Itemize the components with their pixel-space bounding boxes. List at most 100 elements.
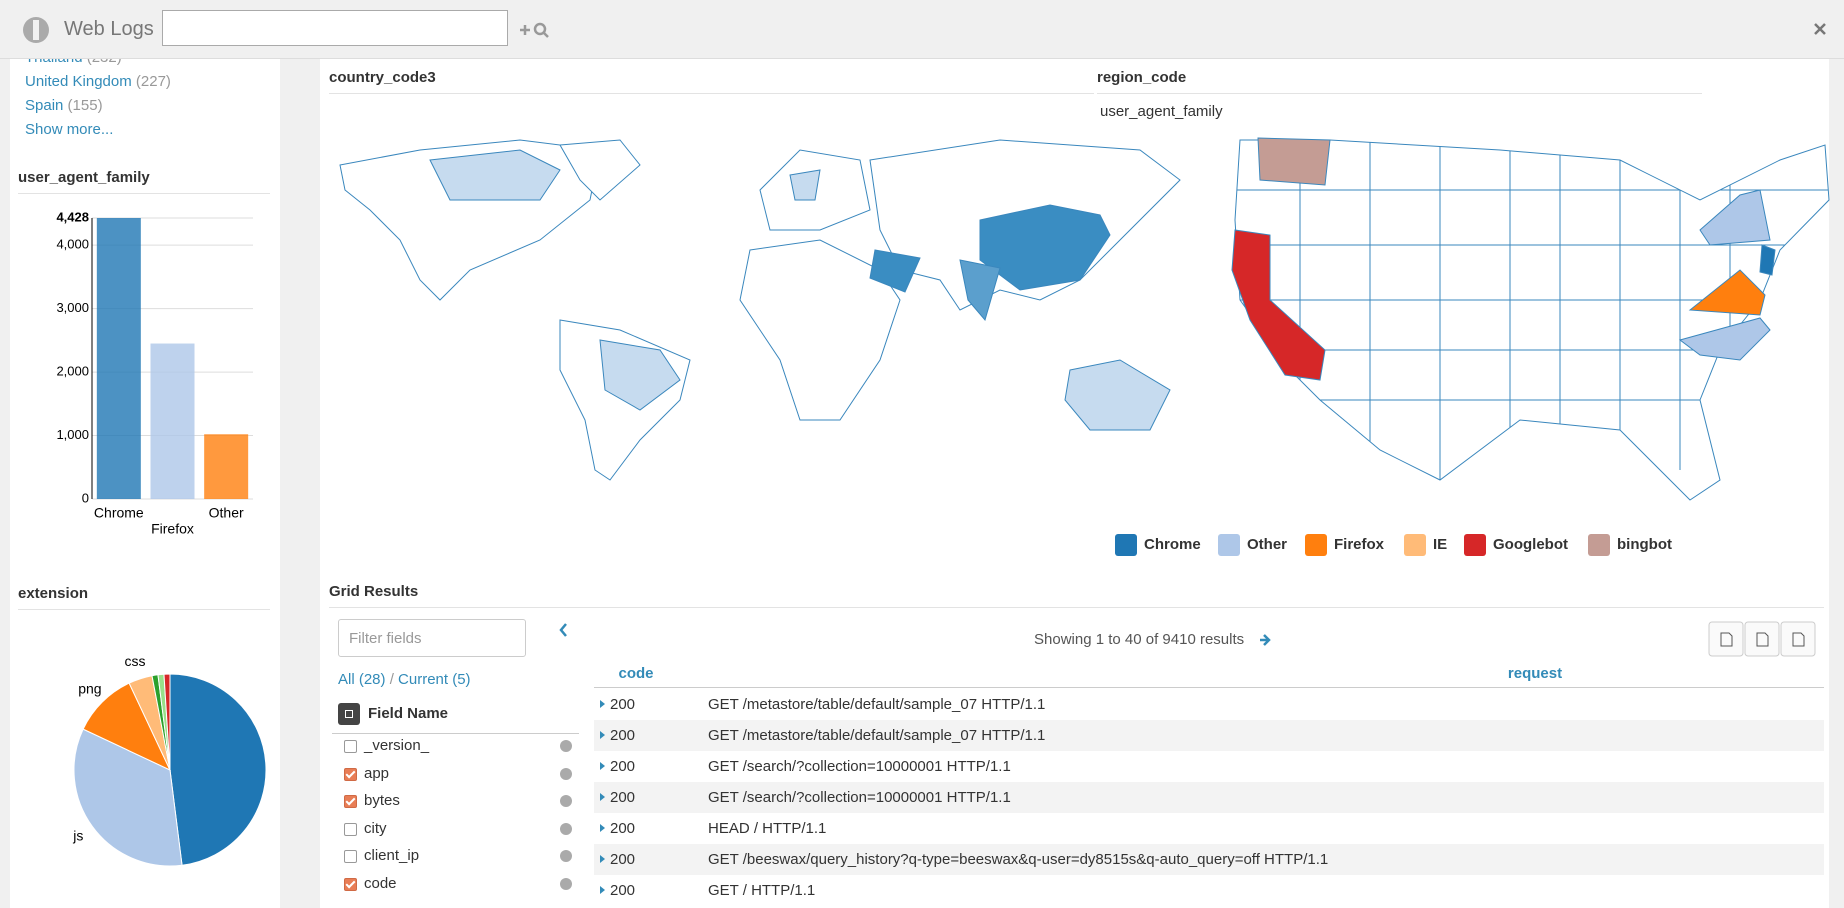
checkbox[interactable] xyxy=(344,767,357,781)
export-icons xyxy=(1720,632,1805,647)
section-title: country_code3 xyxy=(329,69,1094,94)
help-icon[interactable] xyxy=(560,740,572,752)
y-tick-label: 2,000 xyxy=(56,364,89,379)
legend-swatch xyxy=(1588,534,1610,556)
results-summary: Showing 1 to 40 of 9410 results xyxy=(1034,631,1245,648)
field-name[interactable]: code xyxy=(364,874,397,892)
y-tick-label: 1,000 xyxy=(56,427,89,442)
slice-label: png xyxy=(78,681,101,697)
next-page[interactable] xyxy=(1260,634,1271,646)
cell-code: 200 xyxy=(610,851,636,868)
checkbox[interactable] xyxy=(344,740,357,753)
filter-input[interactable]: Filter fields xyxy=(338,619,526,657)
export-pdf[interactable] xyxy=(1744,621,1780,657)
slice-label: css xyxy=(124,653,145,669)
field-name[interactable]: client_ip xyxy=(364,847,420,864)
pie-slice xyxy=(163,673,171,771)
field-filter: All (28) / Current (5) xyxy=(338,671,471,688)
expand-caret[interactable] xyxy=(600,793,605,801)
washington xyxy=(1257,137,1331,186)
row-band[interactable] xyxy=(594,813,1824,844)
expand-caret[interactable] xyxy=(600,700,605,708)
row-band[interactable] xyxy=(594,720,1824,751)
facet-name[interactable]: Spain xyxy=(25,97,64,114)
expand-caret[interactable] xyxy=(600,762,605,770)
y-tick-label: 3,000 xyxy=(56,300,89,315)
state-borders xyxy=(1235,140,1829,480)
field-name[interactable]: app xyxy=(364,764,390,782)
colored-states xyxy=(1231,137,1776,381)
export-csv[interactable] xyxy=(1708,621,1744,657)
expand-caret[interactable] xyxy=(600,824,605,832)
export-xls[interactable] xyxy=(1780,621,1816,657)
close-button[interactable] xyxy=(1813,22,1827,36)
legend-swatch xyxy=(1404,534,1426,556)
help-icon[interactable] xyxy=(560,822,572,835)
expand-caret[interactable] xyxy=(600,731,605,739)
section-title: region_code xyxy=(1097,69,1702,94)
help-icon[interactable] xyxy=(560,877,572,890)
cell-request: GET / HTTP/1.1 xyxy=(708,882,816,899)
divider xyxy=(332,733,579,734)
collapse-button[interactable] xyxy=(559,623,567,637)
header-line xyxy=(594,687,1824,688)
facet-item[interactable]: Spain (155) xyxy=(25,97,103,114)
column-header[interactable]: code xyxy=(618,665,654,682)
checkbox[interactable] xyxy=(344,822,357,836)
cell-request: GET /metastore/table/default/sample_07 H… xyxy=(708,727,1046,744)
icon xyxy=(345,710,353,718)
virginia xyxy=(1688,269,1766,316)
facet-name[interactable]: United Kingdom xyxy=(25,73,132,90)
saudi-arabia xyxy=(869,249,921,293)
help-icon[interactable] xyxy=(560,850,572,862)
expand-caret[interactable] xyxy=(600,886,605,894)
bar xyxy=(96,218,141,499)
expand-caret[interactable] xyxy=(600,855,605,863)
help-icon[interactable] xyxy=(560,767,572,780)
field-header: Field Name xyxy=(368,705,449,722)
us-map xyxy=(1231,137,1830,501)
california xyxy=(1231,229,1326,381)
search-input[interactable] xyxy=(162,10,508,46)
world-map xyxy=(339,139,1181,481)
facet-item[interactable]: United Kingdom (227) xyxy=(25,73,171,90)
separator: / xyxy=(389,671,394,688)
field-name[interactable]: _version_ xyxy=(364,737,430,754)
field-name[interactable]: city xyxy=(364,819,387,837)
help-icon[interactable] xyxy=(560,795,572,807)
new-york xyxy=(1699,189,1771,246)
select-all[interactable] xyxy=(338,703,360,725)
cell-code: 200 xyxy=(610,882,636,899)
top-bar: Web Logs xyxy=(0,0,1844,59)
search-button[interactable] xyxy=(518,20,552,40)
checkbox[interactable] xyxy=(344,795,357,808)
row-band[interactable] xyxy=(594,875,1824,906)
app-title: Web Logs xyxy=(64,18,154,40)
current-fields[interactable]: Current (5) xyxy=(398,671,471,688)
row-band[interactable] xyxy=(594,782,1824,813)
all-fields[interactable]: All (28) xyxy=(338,671,386,688)
africa xyxy=(739,239,901,421)
column-header[interactable]: request xyxy=(1507,665,1563,682)
show-more[interactable]: Show more... xyxy=(25,121,114,138)
legend-label: Chrome xyxy=(1144,536,1201,553)
country xyxy=(789,169,821,201)
row-band[interactable] xyxy=(594,689,1824,720)
brazil xyxy=(599,339,681,411)
north-carolina xyxy=(1678,317,1771,361)
row-band[interactable] xyxy=(594,844,1824,875)
checkbox[interactable] xyxy=(344,877,357,891)
legend-title: user_agent_family xyxy=(1100,103,1223,120)
india xyxy=(959,259,1001,322)
cell-code: 200 xyxy=(610,820,636,837)
row-band[interactable] xyxy=(594,751,1824,782)
logo xyxy=(23,17,49,43)
checkbox[interactable] xyxy=(344,850,357,863)
export-buttons xyxy=(1708,621,1816,657)
field-name[interactable]: bytes xyxy=(364,792,400,809)
legend-label: Other xyxy=(1247,536,1287,553)
legend-label: Firefox xyxy=(1334,536,1385,553)
greenland xyxy=(559,139,641,201)
